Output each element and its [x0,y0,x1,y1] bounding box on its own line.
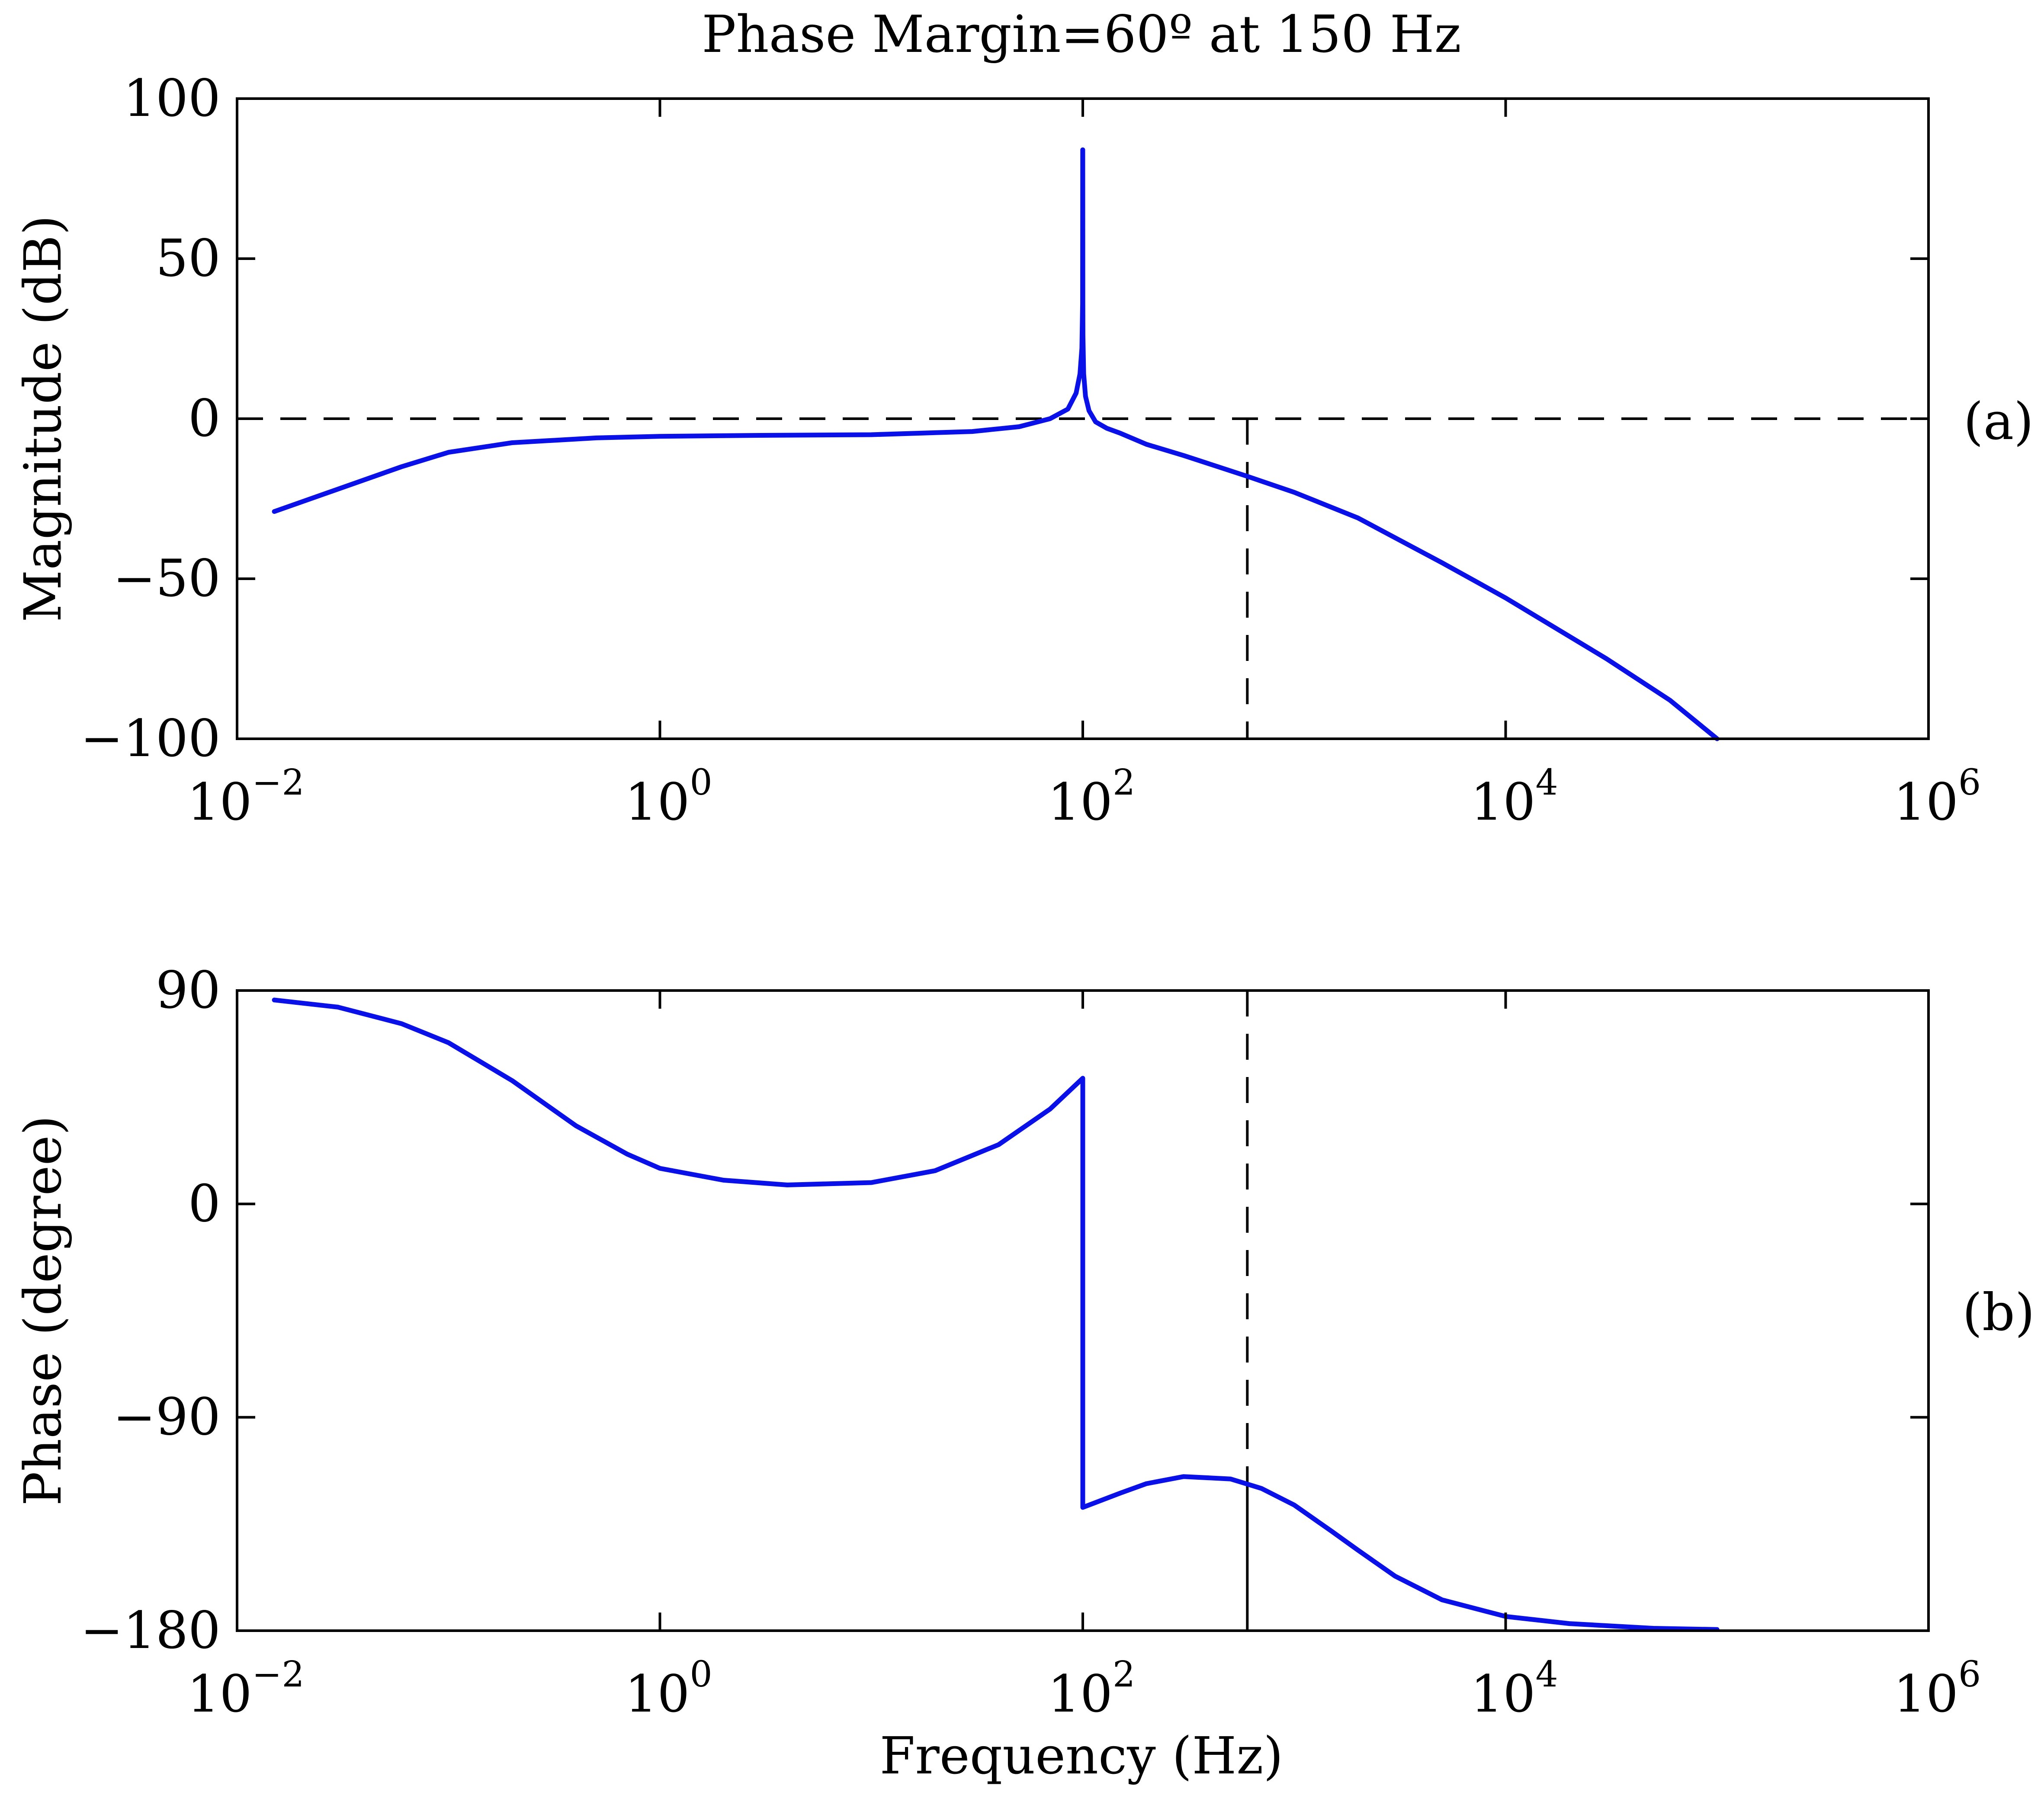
phase-xtick-base: 10 [187,1664,252,1724]
phase-xtick-exponent: 0 [690,1654,712,1695]
phase-ytick-label: 0 [188,1173,221,1233]
phase-y-axis-label: Phase (degree) [13,1116,73,1506]
phase-xtick-base: 10 [625,1664,690,1724]
magnitude-y-tick-labels: −100 −50 0 50 100 [80,68,221,768]
phase-y-tick-labels: −180 −90 0 90 [80,960,221,1660]
panel-label-b: (b) [1962,1282,2035,1342]
magnitude-ytick-label: 100 [123,68,221,128]
magnitude-xtick-label: 10−2 [187,762,304,832]
phase-xtick-exponent: 4 [1535,1654,1558,1695]
phase-xtick-label: 102 [1048,1654,1135,1724]
magnitude-xtick-base: 10 [1893,772,1958,832]
chart-title: Phase Margin=60º at 150 Hz [702,4,1461,64]
panel-label-a: (a) [1964,391,2034,451]
x-axis-label: Frequency (Hz) [880,1726,1284,1786]
phase-xtick-label: 106 [1893,1654,1981,1724]
phase-xtick-exponent: 2 [1113,1654,1135,1695]
magnitude-ytick-label: −100 [80,709,221,768]
phase-series-group [272,997,1720,1632]
magnitude-ytick-label: 50 [156,228,221,288]
magnitude-ticks [236,97,1930,740]
phase-x-tick-labels: 10−2 100 102 104 106 [187,1654,1981,1724]
magnitude-xtick-label: 102 [1048,762,1135,832]
magnitude-xtick-exponent: −2 [252,762,305,803]
magnitude-y-axis-label: Magnitude (dB) [13,215,73,622]
phase-xtick-base: 10 [1048,1664,1113,1724]
magnitude-xtick-base: 10 [625,772,690,832]
phase-xtick-label: 104 [1470,1654,1558,1724]
magnitude-xtick-label: 100 [625,762,712,832]
phase-xtick-label: 100 [625,1654,712,1724]
magnitude-series-line [272,147,1720,741]
phase-ytick-label: −180 [80,1600,221,1660]
phase-ticks [236,989,1930,1632]
magnitude-xtick-exponent: 2 [1113,762,1135,803]
magnitude-xtick-exponent: 6 [1958,762,1981,803]
magnitude-ytick-label: 0 [188,388,221,448]
magnitude-xtick-base: 10 [1470,772,1535,832]
phase-xtick-label: 10−2 [187,1654,304,1724]
magnitude-xtick-exponent: 4 [1535,762,1558,803]
phase-xtick-base: 10 [1893,1664,1958,1724]
magnitude-xtick-base: 10 [187,772,252,832]
phase-xtick-exponent: 6 [1958,1654,1981,1695]
phase-series-line [272,997,1720,1632]
magnitude-xtick-base: 10 [1048,772,1113,832]
phase-ytick-label: 90 [156,960,221,1020]
magnitude-x-tick-labels: 10−2 100 102 104 106 [187,762,1981,832]
magnitude-ytick-label: −50 [113,548,221,608]
magnitude-series-group [272,147,1720,741]
magnitude-xtick-label: 104 [1470,762,1558,832]
magnitude-reference-lines [237,417,1928,739]
phase-xtick-base: 10 [1470,1664,1535,1724]
phase-ytick-label: −90 [113,1387,221,1447]
magnitude-xtick-label: 106 [1893,762,1981,832]
magnitude-xtick-exponent: 0 [690,762,712,803]
phase-xtick-exponent: −2 [252,1654,305,1695]
